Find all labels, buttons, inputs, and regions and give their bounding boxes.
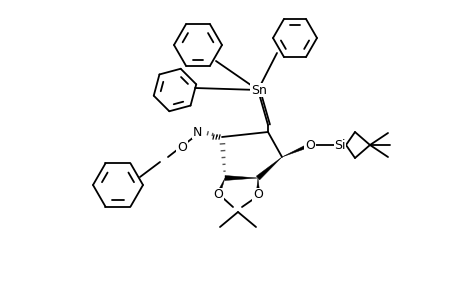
Text: O: O [213, 188, 223, 202]
Text: Si: Si [334, 139, 345, 152]
Text: Sn: Sn [251, 83, 266, 97]
Text: O: O [252, 188, 263, 202]
Text: O: O [304, 139, 314, 152]
Polygon shape [256, 157, 281, 180]
Polygon shape [224, 176, 257, 181]
Text: O: O [177, 140, 186, 154]
Polygon shape [256, 178, 259, 195]
Polygon shape [281, 143, 310, 157]
Polygon shape [216, 178, 224, 196]
Text: N: N [192, 125, 201, 139]
